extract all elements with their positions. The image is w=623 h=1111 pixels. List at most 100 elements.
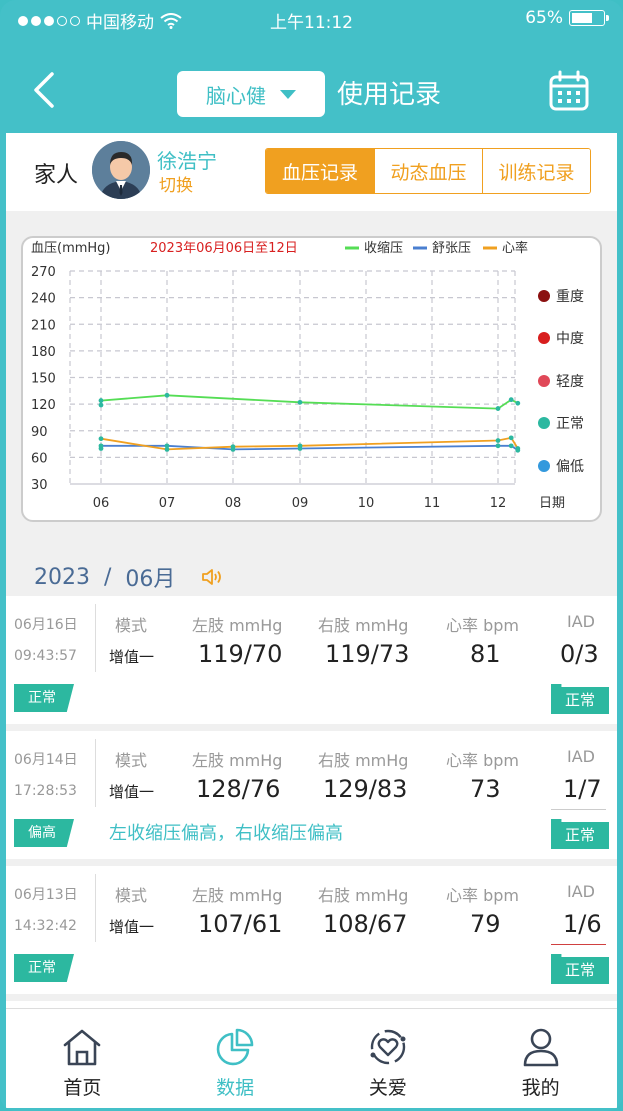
data-point <box>98 436 104 442</box>
legend-label-3: 心率 <box>502 240 528 256</box>
caret-down-icon <box>280 89 296 99</box>
header-heart-rate: 心率 bpm <box>446 751 519 770</box>
header-left-limb: 左肢 mmHg <box>192 886 283 905</box>
status-time: 上午11:12 <box>270 13 353 33</box>
y-tick-label: 150 <box>31 372 56 387</box>
device-selector[interactable]: 脑心健 <box>177 71 325 117</box>
heart-care-icon <box>370 1029 406 1065</box>
person-avatar-icon <box>92 141 150 199</box>
record-time: 17:28:53 <box>14 783 77 799</box>
y-tick-label: 240 <box>31 292 56 307</box>
record-card[interactable]: 06月14日 17:28:53 模式 左肢 mmHg 右肢 mmHg 心率 bp… <box>6 731 617 859</box>
divider <box>95 739 96 807</box>
record-date: 06月13日 <box>14 887 78 903</box>
tab-training-record[interactable]: 训练记录 <box>482 149 590 193</box>
data-point <box>164 446 170 452</box>
y-tick-label: 90 <box>31 425 48 440</box>
record-heart-rate: 81 <box>470 640 501 668</box>
x-tick-label: 06 <box>93 496 110 511</box>
avatar[interactable] <box>92 141 150 199</box>
pie-chart-icon <box>216 1028 254 1066</box>
x-tick-label: 10 <box>358 496 375 511</box>
home-icon <box>64 1029 101 1066</box>
status-badge-right: 正常 <box>551 819 609 849</box>
signal-icon <box>18 15 80 26</box>
data-point <box>230 444 236 450</box>
record-mode: 增值一 <box>109 918 155 936</box>
header-iad: IAD <box>567 882 595 901</box>
speaker-icon[interactable] <box>201 567 223 587</box>
status-badge-right: 正常 <box>551 684 609 714</box>
month-month: 06月 <box>125 567 176 592</box>
record-date: 06月14日 <box>14 752 78 768</box>
chart-y-axis-label: 血压(mmHg) <box>31 241 111 256</box>
record-left-bp: 119/70 <box>198 640 283 668</box>
data-point <box>98 398 104 403</box>
data-point <box>508 397 514 403</box>
data-point <box>495 406 501 411</box>
data-point <box>515 400 521 406</box>
wifi-icon <box>160 12 182 29</box>
page-title: 使用记录 <box>337 80 442 110</box>
header-right-limb: 右肢 mmHg <box>318 751 409 770</box>
tab-care-label: 关爱 <box>368 1077 407 1099</box>
tab-home-label: 首页 <box>63 1077 102 1099</box>
record-mode: 增值一 <box>109 648 155 666</box>
carrier-name: 中国移动 <box>86 13 154 33</box>
switch-user-link[interactable]: 切换 <box>159 176 193 196</box>
record-iad: 1/7 <box>563 775 602 803</box>
tab-ambulatory-bp[interactable]: 动态血压 <box>374 149 482 193</box>
record-date: 06月16日 <box>14 617 78 633</box>
record-card[interactable]: 06月16日 09:43:57 模式 左肢 mmHg 右肢 mmHg 心率 bp… <box>6 596 617 724</box>
month-header: 2023 / 06月 <box>34 561 223 593</box>
divider <box>95 604 96 672</box>
level-dot-5 <box>538 460 550 472</box>
x-tick-label: 08 <box>225 496 242 511</box>
level-dot-2 <box>538 332 550 344</box>
battery-icon <box>569 10 609 26</box>
status-badge-left: 偏高 <box>14 819 74 847</box>
bottom-tab-bar: 首页 数据 关爱 我的 <box>6 1008 617 1108</box>
family-label: 家人 <box>34 163 79 188</box>
header-right-limb: 右肢 mmHg <box>318 616 409 635</box>
calendar-icon[interactable] <box>548 70 590 112</box>
record-iad: 0/3 <box>560 640 599 668</box>
status-badge-right: 正常 <box>551 954 609 984</box>
data-point <box>164 443 170 449</box>
tab-me-label: 我的 <box>521 1077 560 1099</box>
level-label-1: 重度 <box>556 289 584 305</box>
data-point <box>495 443 501 449</box>
data-point <box>297 399 303 405</box>
y-tick-label: 270 <box>31 265 56 280</box>
record-mode: 增值一 <box>109 783 155 801</box>
header-iad: IAD <box>567 747 595 766</box>
nav-bar: 脑心健 使用记录 <box>0 38 623 133</box>
data-point <box>508 443 514 449</box>
family-bar: 家人 徐浩宁 切换 血压记录 动态血压 训练记录 <box>6 133 617 211</box>
record-right-bp: 108/67 <box>323 910 408 938</box>
tab-bp-record[interactable]: 血压记录 <box>266 149 374 193</box>
record-left-bp: 128/76 <box>196 775 281 803</box>
tab-care[interactable]: 关爱 <box>312 1009 465 1108</box>
data-point <box>515 446 521 451</box>
header-right-limb: 右肢 mmHg <box>318 886 409 905</box>
header-mode: 模式 <box>115 616 148 635</box>
header-heart-rate: 心率 bpm <box>446 886 519 905</box>
month-year: 2023 <box>34 564 90 590</box>
y-tick-label: 120 <box>31 398 56 413</box>
y-tick-label: 180 <box>31 345 56 360</box>
back-icon[interactable] <box>30 70 60 110</box>
level-dot-1 <box>538 290 550 302</box>
record-card[interactable]: 06月13日 14:32:42 模式 左肢 mmHg 右肢 mmHg 心率 bp… <box>6 866 617 994</box>
tab-data[interactable]: 数据 <box>159 1009 312 1108</box>
divider <box>95 874 96 942</box>
x-tick-label: 12 <box>490 496 507 511</box>
status-badge-left: 正常 <box>14 684 74 712</box>
tab-home[interactable]: 首页 <box>6 1009 159 1108</box>
tab-me[interactable]: 我的 <box>464 1009 617 1108</box>
main-content: 家人 徐浩宁 切换 血压记录 动态血压 训练记录 血压(mmHg) 20 <box>6 133 617 1108</box>
iad-underline <box>551 809 606 810</box>
data-point <box>297 443 303 449</box>
y-tick-label: 30 <box>31 478 48 493</box>
